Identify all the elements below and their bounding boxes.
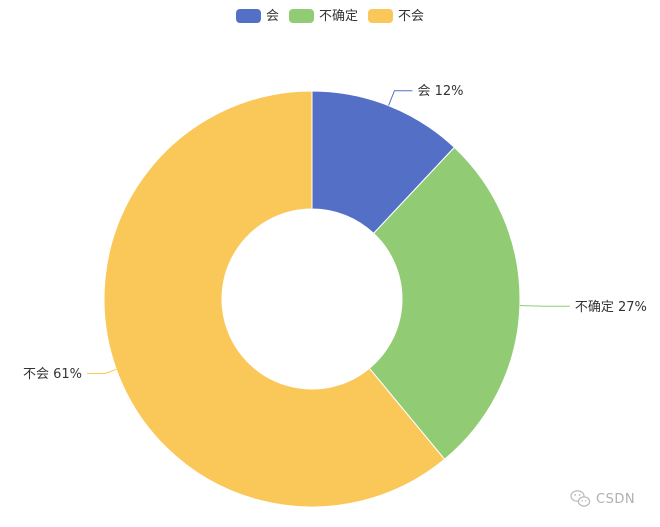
legend-label-1: 会 [266, 9, 279, 24]
watermark-text: CSDN [596, 492, 635, 507]
slice-3[interactable] [103, 90, 446, 508]
legend-item-3[interactable]: 不会 [368, 9, 424, 24]
slice-1[interactable] [311, 90, 456, 235]
legend-item-1[interactable]: 会 [235, 9, 279, 24]
leader-line-1 [388, 90, 413, 106]
legend-item-2[interactable]: 不确定 [288, 9, 358, 24]
slice-label-1: 会 12% [417, 84, 463, 99]
watermark: CSDN [570, 490, 635, 507]
donut-slices [103, 90, 521, 508]
slice-2[interactable] [368, 146, 521, 460]
legend-swatch-2 [288, 9, 314, 23]
legend-label-2: 不确定 [319, 9, 358, 24]
slice-label-2: 不确定 27% [575, 300, 647, 315]
chart-legend: 会 不确定 不会 [235, 9, 424, 24]
slice-label-3: 不会 61% [23, 367, 82, 382]
legend-label-3: 不会 [398, 9, 424, 24]
legend-swatch-1 [235, 9, 261, 23]
leader-line-2 [519, 305, 570, 307]
slice-labels: 会 12% 不确定 27% 不会 61% [23, 84, 647, 382]
leader-line-3 [87, 368, 117, 375]
legend-swatch-3 [368, 9, 394, 23]
wechat-icon [570, 490, 591, 507]
